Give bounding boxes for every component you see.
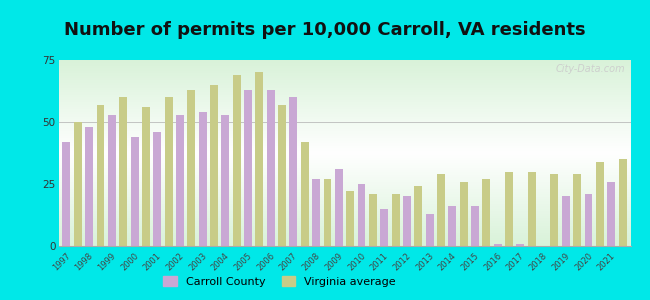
Bar — [414, 187, 422, 246]
Bar — [324, 179, 332, 246]
Bar — [403, 196, 411, 246]
Bar — [176, 115, 184, 246]
Bar — [74, 122, 82, 246]
Bar — [460, 182, 467, 246]
Bar — [153, 132, 161, 246]
Bar — [312, 179, 320, 246]
Bar — [517, 244, 525, 246]
Bar — [119, 97, 127, 246]
Bar — [210, 85, 218, 246]
Bar — [233, 75, 240, 246]
Bar — [505, 172, 513, 246]
Bar — [437, 174, 445, 246]
Bar — [380, 209, 388, 246]
Bar — [255, 72, 263, 246]
Bar — [108, 115, 116, 246]
Bar — [244, 90, 252, 246]
Bar — [289, 97, 298, 246]
Text: City-Data.com: City-Data.com — [555, 64, 625, 74]
Bar — [369, 194, 377, 246]
Bar — [301, 142, 309, 246]
Bar — [607, 182, 615, 246]
Bar — [131, 137, 138, 246]
Text: Number of permits per 10,000 Carroll, VA residents: Number of permits per 10,000 Carroll, VA… — [64, 21, 586, 39]
Bar — [346, 191, 354, 246]
Bar — [528, 172, 536, 246]
Bar — [266, 90, 275, 246]
Bar — [619, 159, 627, 246]
Bar — [494, 244, 502, 246]
Bar — [142, 107, 150, 246]
Bar — [391, 194, 400, 246]
Bar — [551, 174, 558, 246]
Legend: Carroll County, Virginia average: Carroll County, Virginia average — [159, 272, 400, 291]
Bar — [596, 162, 604, 246]
Bar — [278, 105, 286, 246]
Bar — [62, 142, 70, 246]
Bar — [164, 97, 172, 246]
Bar — [584, 194, 593, 246]
Bar — [482, 179, 490, 246]
Bar — [358, 184, 365, 246]
Bar — [426, 214, 434, 246]
Bar — [562, 196, 570, 246]
Bar — [85, 127, 93, 246]
Bar — [187, 90, 195, 246]
Bar — [471, 206, 479, 246]
Bar — [199, 112, 207, 246]
Bar — [448, 206, 456, 246]
Bar — [335, 169, 343, 246]
Bar — [222, 115, 229, 246]
Bar — [573, 174, 581, 246]
Bar — [96, 105, 105, 246]
